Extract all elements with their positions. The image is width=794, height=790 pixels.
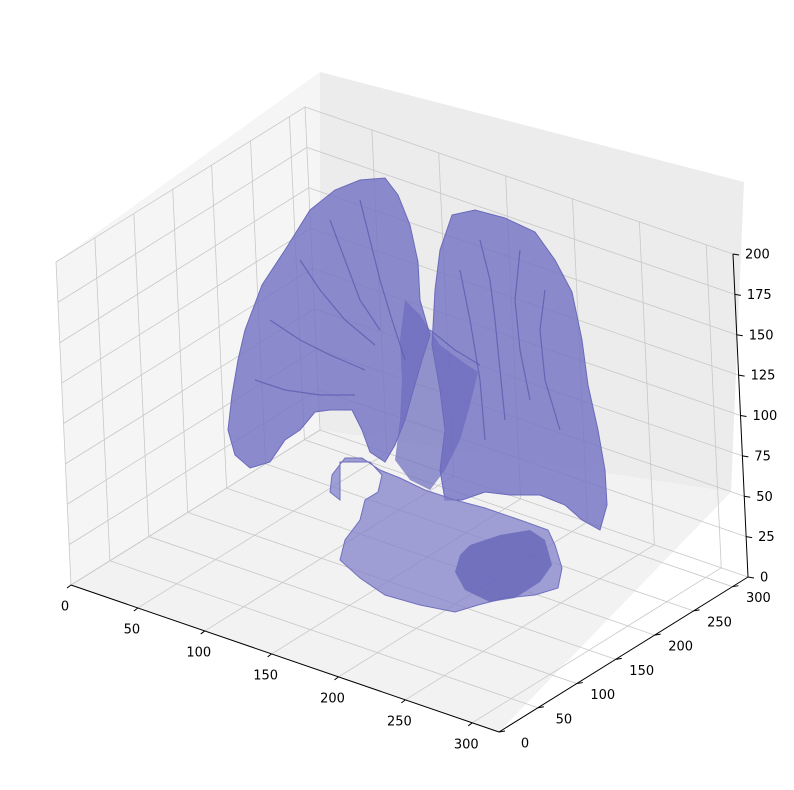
y-axis-line [498, 576, 749, 733]
z-tick-mark [734, 293, 741, 296]
y-tick-mark [576, 682, 583, 685]
x-tick-label: 0 [61, 600, 69, 615]
z-tick-label: 100 [753, 409, 778, 424]
x-axis-line [70, 584, 500, 733]
gridline-x-floor [137, 452, 388, 609]
y-tick-label: 200 [668, 640, 693, 655]
y-tick-mark [498, 730, 506, 733]
gridline-z-back [306, 146, 736, 295]
z-tick-label: 125 [751, 369, 776, 384]
x-tick-mark [401, 699, 406, 704]
x-tick-mark [334, 676, 339, 681]
gridline-z-left [61, 227, 311, 384]
z-tick-mark [747, 576, 755, 579]
gridline-z-left [55, 106, 306, 263]
gridline-z-back [319, 429, 749, 578]
z-tick-mark [732, 253, 740, 256]
x-tick-mark [467, 722, 473, 727]
z-tick-mark [738, 374, 745, 377]
y-tick-label: 150 [629, 664, 654, 679]
y-tick-mark [537, 706, 544, 709]
y-tick-mark [615, 657, 622, 660]
lung-mesh [227, 177, 608, 613]
gridline-x-floor [472, 567, 722, 724]
gridline-z-left [57, 147, 308, 303]
x-tick-label: 300 [454, 737, 479, 752]
x-tick-mark [267, 653, 272, 658]
z-tick-label: 25 [758, 530, 775, 545]
z-tick-mark [736, 334, 743, 337]
y-tick-mark [654, 633, 661, 636]
z-tick-label: 175 [747, 288, 772, 303]
vessel-texture [254, 199, 561, 441]
gridline-z-back [304, 106, 734, 255]
gridline-y-floor [109, 560, 539, 709]
z-tick-label: 50 [756, 490, 773, 505]
y-tick-label: 250 [707, 615, 732, 630]
y-tick-label: 50 [556, 712, 573, 727]
z-tick-mark [742, 455, 749, 458]
z-tick-mark [744, 495, 751, 498]
z-tick-label: 0 [760, 571, 768, 586]
x-tick-label: 100 [186, 645, 211, 660]
x-tick-label: 50 [124, 622, 141, 637]
z-tick-label: 150 [749, 328, 774, 343]
x-tick-label: 250 [387, 714, 412, 729]
x-tick-mark [133, 607, 139, 612]
lower-dense-patch [455, 530, 552, 602]
y-tick-label: 100 [590, 688, 615, 703]
gridline-y-floor [304, 439, 733, 588]
x-tick-label: 150 [253, 668, 278, 683]
tick-marks [66, 253, 755, 733]
y-tick-label: 300 [746, 591, 771, 606]
z-tick-label: 75 [754, 449, 771, 464]
y-tick-mark [693, 609, 700, 612]
left-lung [227, 177, 431, 469]
z-tick-label: 200 [745, 248, 770, 263]
x-tick-mark [200, 630, 206, 635]
tick-labels: 0 50 100 150 200 250 300 0 50 100 150 200 250 300 0 25 5… [61, 248, 777, 753]
gridline-z-left [70, 429, 321, 586]
gridline-y-floor [148, 536, 577, 684]
gridline-z-left [59, 187, 309, 344]
y-tick-label: 0 [521, 737, 529, 752]
z-tick-mark [740, 415, 747, 417]
x-tick-mark [66, 584, 72, 589]
y-tick-mark [732, 585, 739, 588]
gridline-x-floor [405, 544, 655, 701]
z-tick-mark [746, 536, 753, 539]
mediastinum [395, 300, 478, 490]
x-tick-label: 200 [320, 691, 345, 706]
